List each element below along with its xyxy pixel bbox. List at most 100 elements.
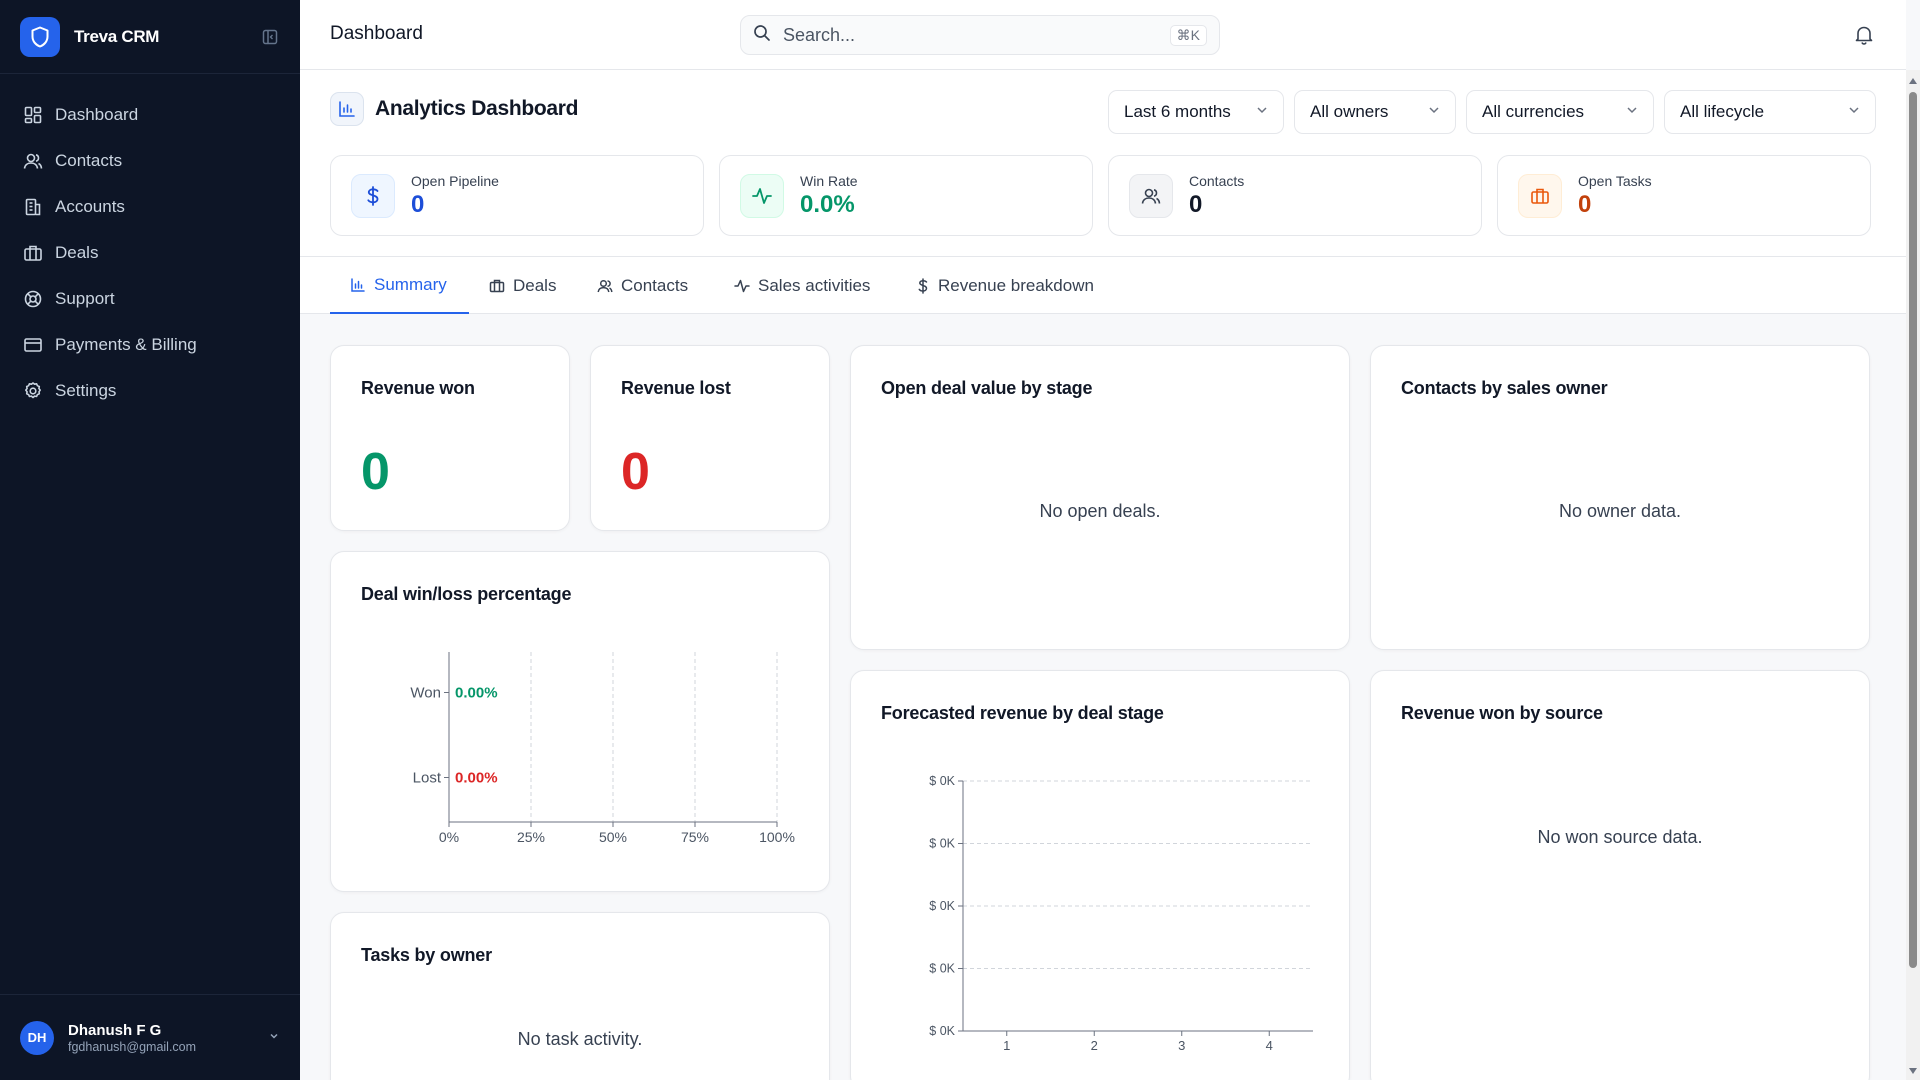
- scroll-down-arrow-icon[interactable]: [1909, 1068, 1917, 1074]
- search-input[interactable]: [783, 24, 1143, 46]
- search-icon: [753, 24, 771, 47]
- card-contacts-by-owner: Contacts by sales owner No owner data.: [1370, 345, 1870, 650]
- card-title: Tasks by owner: [361, 945, 492, 965]
- page-breadcrumb: Dashboard: [330, 23, 423, 44]
- tab-label: Sales activities: [758, 275, 871, 295]
- sidebar-item-settings[interactable]: Settings: [0, 368, 300, 414]
- card-title: Deal win/loss percentage: [361, 584, 572, 604]
- users-icon: [23, 153, 43, 169]
- building-icon: [25, 198, 41, 216]
- activity-icon: [734, 279, 750, 292]
- select-value: All lifecycle: [1680, 102, 1765, 121]
- credit-card-icon: [24, 338, 42, 352]
- card-tasks-by-owner: Tasks by owner No task activity.: [330, 912, 830, 1080]
- user-name: Dhanush F G: [68, 1021, 162, 1039]
- chevron-down-icon: [268, 1029, 280, 1047]
- select-value: All owners: [1310, 102, 1389, 121]
- x-tick-label: 3: [1178, 1038, 1185, 1053]
- scroll-up-arrow-icon[interactable]: [1909, 78, 1917, 84]
- sidebar-item-label: Payments & Billing: [55, 335, 197, 354]
- tab-label: Revenue breakdown: [938, 275, 1094, 295]
- currency-select[interactable]: All currencies: [1466, 90, 1654, 134]
- win-loss-chart: 0% 25% 50% 75% 100% Won 0.00% Lost 0.00%: [410, 652, 795, 845]
- owner-select[interactable]: All owners: [1294, 90, 1456, 134]
- user-menu[interactable]: DH Dhanush F G fgdhanush@gmail.com: [0, 994, 300, 1080]
- bell-icon[interactable]: [1854, 24, 1874, 51]
- kpi-contacts: Contacts 0: [1108, 155, 1482, 236]
- dollar-icon: [918, 277, 928, 294]
- tabs: Summary Deals Contacts Sales activities …: [300, 256, 1906, 314]
- tab-label: Deals: [513, 275, 557, 295]
- card-revenue-by-source: Revenue won by source No won source data…: [1370, 670, 1870, 1080]
- empty-state: No open deals.: [1039, 501, 1161, 521]
- x-tick-label: 4: [1266, 1038, 1273, 1053]
- kpi-row: Open Pipeline 0 Win Rate 0.0% Contacts: [330, 155, 1871, 236]
- scroll-thumb[interactable]: [1909, 92, 1917, 968]
- y-tick-label: $ 0K: [929, 837, 955, 851]
- tab-label: Contacts: [621, 275, 689, 295]
- sidebar-item-deals[interactable]: Deals: [0, 230, 300, 276]
- users-icon: [597, 279, 613, 292]
- y-tick-label: Won: [410, 685, 441, 702]
- y-tick-label: $ 0K: [929, 899, 955, 913]
- kpi-value: 0: [1189, 190, 1203, 218]
- kpi-win-rate: Win Rate 0.0%: [719, 155, 1093, 236]
- x-tick-label: 2: [1091, 1038, 1098, 1053]
- y-tick-label: $ 0K: [929, 1024, 955, 1038]
- sidebar-item-dashboard[interactable]: Dashboard: [0, 92, 300, 138]
- sidebar-item-label: Support: [55, 289, 115, 308]
- sidebar-nav: Dashboard Contacts Accounts Deals Suppor…: [0, 74, 300, 414]
- chevron-down-icon: [1847, 102, 1861, 122]
- kpi-open-pipeline: Open Pipeline 0: [330, 155, 704, 236]
- sidebar-collapse-icon[interactable]: [260, 27, 280, 47]
- x-tick-label: 25%: [517, 829, 545, 845]
- sidebar-item-payments-billing[interactable]: Payments & Billing: [0, 322, 300, 368]
- chevron-down-icon: [1625, 102, 1639, 122]
- empty-state: No owner data.: [1558, 501, 1682, 521]
- scrollbar[interactable]: [1906, 70, 1920, 1080]
- kpi-label: Open Pipeline: [411, 172, 499, 189]
- empty-state: No task activity.: [517, 1029, 643, 1049]
- dashboard-header: Analytics Dashboard Last 6 months All ow…: [300, 70, 1906, 256]
- shield-logo-icon: [20, 16, 60, 57]
- brand-name: Treva CRM: [74, 26, 160, 46]
- select-value: Last 6 months: [1124, 102, 1231, 121]
- tab-summary[interactable]: Summary: [330, 257, 469, 314]
- tab-contacts[interactable]: Contacts: [597, 257, 688, 314]
- lifebuoy-icon: [24, 290, 42, 308]
- kpi-value: 0.0%: [800, 190, 855, 218]
- kpi-label: Contacts: [1189, 172, 1245, 189]
- chevron-down-icon: [1427, 102, 1441, 122]
- filters: Last 6 months All owners All currencies …: [1108, 90, 1876, 134]
- tab-sales-activities[interactable]: Sales activities: [734, 257, 870, 314]
- bar-chart-icon: [351, 277, 365, 292]
- sidebar: Treva CRM Dashboard Contacts Accounts De…: [0, 0, 300, 1080]
- kpi-label: Open Tasks: [1578, 172, 1652, 189]
- sidebar-item-support[interactable]: Support: [0, 276, 300, 322]
- sidebar-item-contacts[interactable]: Contacts: [0, 138, 300, 184]
- x-tick-label: 75%: [681, 829, 709, 845]
- users-icon: [1129, 173, 1173, 218]
- card-revenue-lost: Revenue lost 0: [590, 345, 830, 531]
- sidebar-item-label: Settings: [55, 381, 117, 400]
- tab-deals[interactable]: Deals: [489, 257, 556, 314]
- card-forecast: Forecasted revenue by deal stage $ 0K $ 0…: [850, 670, 1350, 1080]
- bar-chart-icon: [330, 92, 364, 126]
- tab-revenue-breakdown[interactable]: Revenue breakdown: [916, 257, 1094, 314]
- search-box[interactable]: ⌘K: [740, 15, 1220, 55]
- kpi-open-tasks: Open Tasks 0: [1497, 155, 1871, 236]
- card-title: Forecasted revenue by deal stage: [881, 703, 1164, 723]
- card-title: Revenue won: [361, 378, 475, 398]
- activity-icon: [740, 173, 784, 218]
- page-title: Analytics Dashboard: [375, 97, 579, 120]
- sidebar-item-label: Accounts: [55, 197, 125, 216]
- kpi-label: Win Rate: [800, 172, 858, 189]
- main-content: Analytics Dashboard Last 6 months All ow…: [300, 70, 1906, 1080]
- revenue-won-value: 0: [361, 443, 390, 501]
- kpi-value: 0: [1578, 190, 1592, 218]
- sidebar-item-accounts[interactable]: Accounts: [0, 184, 300, 230]
- briefcase-icon: [489, 279, 505, 292]
- date-range-select[interactable]: Last 6 months: [1108, 90, 1284, 134]
- select-value: All currencies: [1482, 102, 1585, 121]
- lifecycle-select[interactable]: All lifecycle: [1664, 90, 1876, 134]
